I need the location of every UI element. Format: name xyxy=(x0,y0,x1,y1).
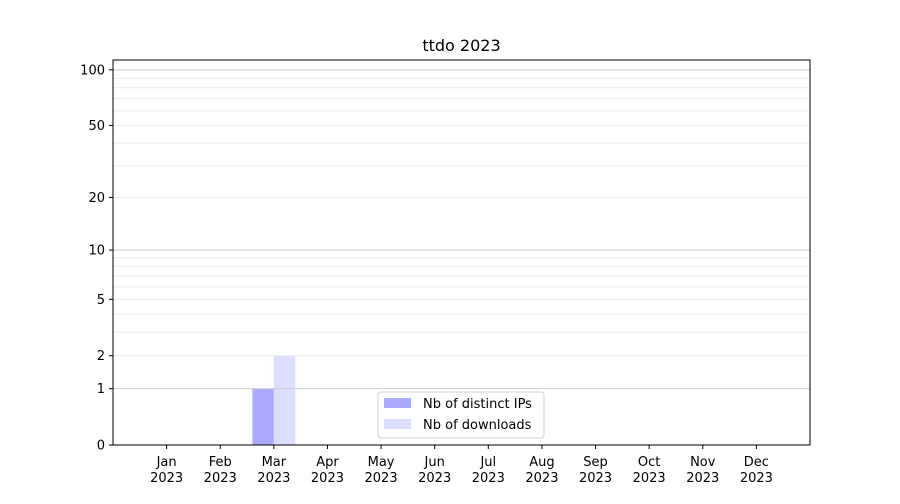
legend: Nb of distinct IPs Nb of downloads xyxy=(377,391,545,439)
y-tick-label: 0 xyxy=(97,439,105,454)
x-tick-label-line: Jul xyxy=(479,455,496,470)
x-tick-label-line: Nov xyxy=(690,455,716,470)
legend-label: Nb of downloads xyxy=(423,418,532,433)
x-tick-label-line: 2023 xyxy=(472,471,505,486)
x-tick-label-line: Jun xyxy=(424,455,445,470)
x-tick-label-line: 2023 xyxy=(311,471,344,486)
chart-title: ttdo 2023 xyxy=(422,36,500,55)
y-tick-label: 100 xyxy=(80,63,105,78)
x-tick-label: Jun 2023 xyxy=(418,455,451,486)
bar-downloads xyxy=(273,355,296,445)
legend-swatch xyxy=(384,398,411,408)
y-tick-label: 5 xyxy=(97,293,105,308)
x-tick-label: Nov 2023 xyxy=(686,455,719,486)
axes-frame xyxy=(112,59,811,446)
x-tick-label: Jul 2023 xyxy=(472,455,505,486)
y-tick-label: 50 xyxy=(88,119,105,134)
y-tick-label: 1 xyxy=(97,382,105,397)
x-tick-label-line: 2023 xyxy=(418,471,451,486)
x-tick-label-line: 2023 xyxy=(204,471,237,486)
x-tick-label: Oct 2023 xyxy=(633,455,666,486)
x-tick-label-line: 2023 xyxy=(150,471,183,486)
x-tick-label-line: Sep xyxy=(583,455,608,470)
x-tick-label: Sep 2023 xyxy=(579,455,612,486)
x-tick-label-line: Feb xyxy=(209,455,232,470)
x-tick-label-line: 2023 xyxy=(633,471,666,486)
x-tick-label-line: 2023 xyxy=(257,471,290,486)
x-tick-label-line: Jan xyxy=(156,455,177,470)
x-tick-label: Jan 2023 xyxy=(150,455,183,486)
x-tick-label-line: 2023 xyxy=(525,471,558,486)
x-tick-label-line: Dec xyxy=(744,455,769,470)
x-tick-label-line: Mar xyxy=(262,455,287,470)
x-tick-label: Dec 2023 xyxy=(740,455,773,486)
legend-label: Nb of distinct IPs xyxy=(423,397,532,412)
x-tick-label: Aug 2023 xyxy=(525,455,558,486)
x-tick-label-line: Apr xyxy=(316,455,339,470)
y-tick-label: 20 xyxy=(88,191,105,206)
x-tick-label-line: 2023 xyxy=(686,471,719,486)
x-tick-label-line: 2023 xyxy=(365,471,398,486)
bar-distinct-ips xyxy=(252,388,274,445)
x-tick-label: May 2023 xyxy=(365,455,398,486)
x-tick-label-line: Aug xyxy=(529,455,554,470)
x-tick-label-line: 2023 xyxy=(740,471,773,486)
x-tick-label-line: 2023 xyxy=(579,471,612,486)
y-tick-label: 10 xyxy=(88,244,105,259)
x-tick-label: Feb 2023 xyxy=(204,455,237,486)
x-tick-label-line: May xyxy=(368,455,395,470)
x-tick-label: Mar 2023 xyxy=(257,455,290,486)
legend-swatch xyxy=(384,419,411,429)
y-tick-label: 2 xyxy=(97,349,105,364)
legend-box xyxy=(377,391,545,439)
x-tick-label: Apr 2023 xyxy=(311,455,344,486)
x-tick-label-line: Oct xyxy=(638,455,660,470)
